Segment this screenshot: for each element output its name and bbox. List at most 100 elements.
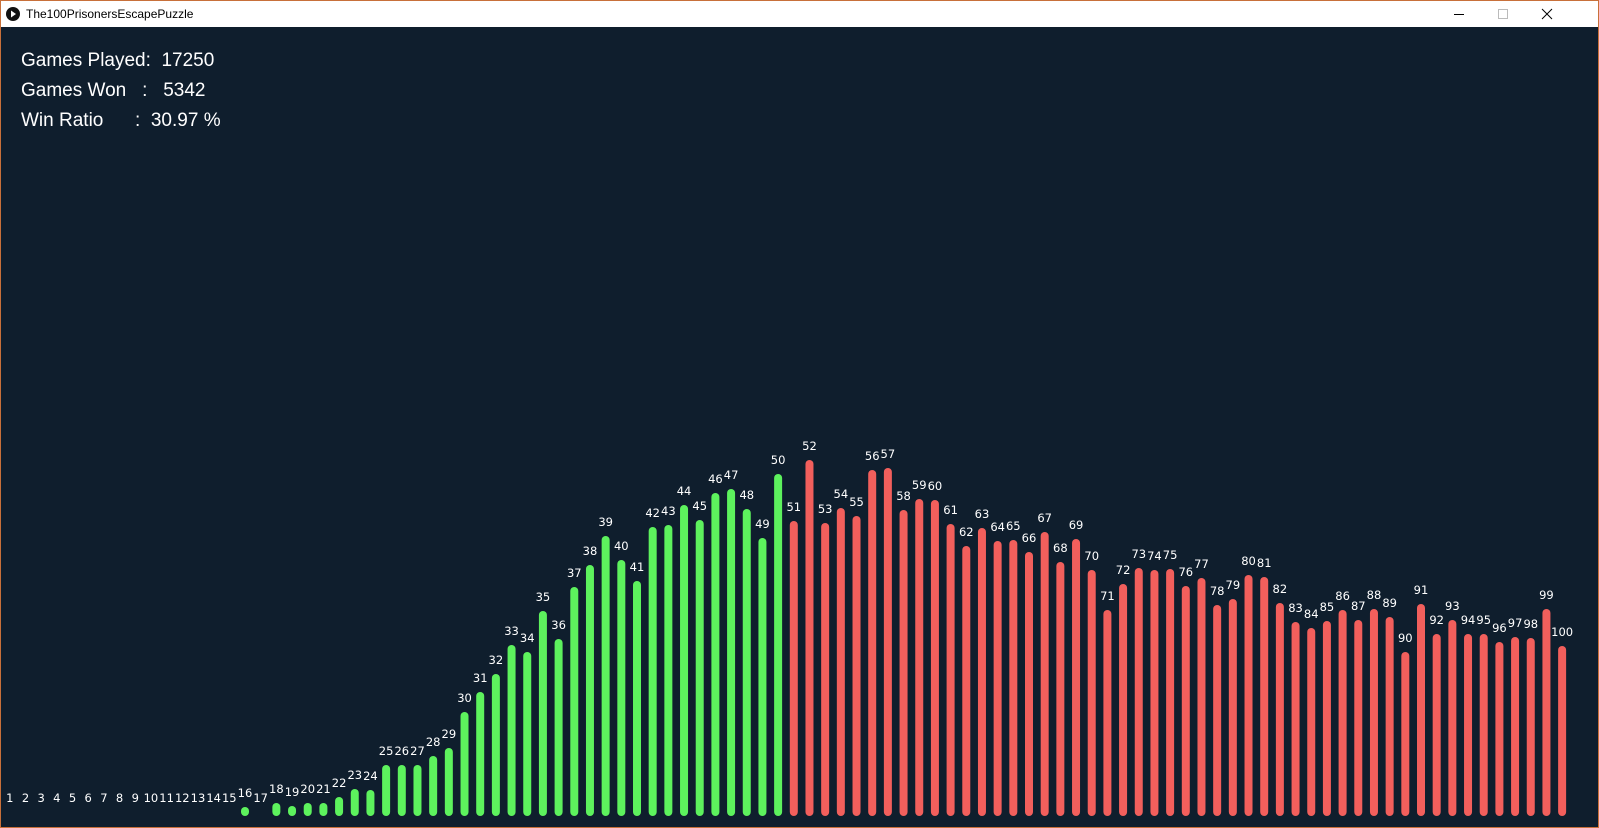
bar bbox=[1244, 575, 1253, 816]
bar-label: 80 bbox=[1241, 554, 1256, 568]
bar bbox=[1338, 610, 1347, 816]
bar bbox=[664, 525, 673, 816]
bar bbox=[397, 765, 406, 816]
bar bbox=[930, 500, 939, 816]
bar bbox=[507, 645, 516, 816]
bar-label: 100 bbox=[1551, 625, 1573, 639]
bar-label: 93 bbox=[1445, 599, 1460, 613]
bar bbox=[711, 493, 720, 816]
bar-label: 66 bbox=[1022, 531, 1037, 545]
games-played: Games Played: 17250 bbox=[21, 50, 215, 71]
bar-label: 39 bbox=[598, 515, 613, 529]
bar bbox=[680, 505, 689, 816]
bar-label: 35 bbox=[536, 590, 551, 604]
bar bbox=[1119, 584, 1128, 816]
bar-label: 22 bbox=[332, 776, 347, 790]
title-bar-icons bbox=[6, 7, 1553, 21]
bar-label: 24 bbox=[363, 769, 378, 783]
bar-label: 89 bbox=[1382, 596, 1397, 610]
bar-label: 64 bbox=[990, 520, 1005, 534]
bar-label: 88 bbox=[1367, 588, 1382, 602]
bar-label: 9 bbox=[132, 791, 139, 805]
bar-label: 40 bbox=[614, 539, 629, 553]
bar bbox=[538, 611, 547, 816]
bar bbox=[1511, 637, 1520, 816]
bar-label: 37 bbox=[567, 566, 582, 580]
bar-label: 25 bbox=[379, 744, 394, 758]
bar-label: 6 bbox=[85, 791, 92, 805]
bar-label: 20 bbox=[300, 782, 315, 796]
bar bbox=[1228, 599, 1237, 816]
bar bbox=[648, 527, 657, 816]
bar bbox=[1213, 605, 1222, 816]
bar-label: 94 bbox=[1461, 613, 1476, 627]
bar-label: 14 bbox=[206, 791, 221, 805]
bar-label: 76 bbox=[1178, 565, 1193, 579]
bar-label: 86 bbox=[1335, 589, 1350, 603]
bar-label: 43 bbox=[661, 504, 676, 518]
bar-label: 50 bbox=[771, 453, 786, 467]
close-button[interactable] bbox=[1541, 8, 1553, 20]
bar bbox=[1526, 638, 1535, 816]
bar bbox=[742, 509, 751, 816]
bar-label: 81 bbox=[1257, 556, 1272, 570]
bar bbox=[476, 692, 485, 816]
bar-label: 70 bbox=[1084, 549, 1099, 563]
bar-label: 18 bbox=[269, 782, 284, 796]
bar bbox=[272, 803, 281, 816]
bar-label: 15 bbox=[222, 791, 237, 805]
bar-label: 46 bbox=[708, 472, 723, 486]
bar bbox=[491, 674, 500, 816]
bar-label: 10 bbox=[144, 791, 159, 805]
bar bbox=[1025, 552, 1033, 816]
bar bbox=[382, 765, 391, 816]
bar-label: 61 bbox=[943, 503, 958, 517]
bar bbox=[774, 474, 783, 816]
bar-label: 32 bbox=[489, 653, 504, 667]
bar-label: 34 bbox=[520, 631, 535, 645]
bar bbox=[1056, 562, 1065, 816]
bar bbox=[460, 712, 469, 816]
bar bbox=[1479, 634, 1488, 816]
bar bbox=[1087, 570, 1096, 816]
bar bbox=[554, 639, 563, 816]
bar bbox=[915, 499, 924, 816]
bar-label: 52 bbox=[802, 439, 817, 453]
bar-label: 87 bbox=[1351, 599, 1366, 613]
bar-label: 73 bbox=[1131, 547, 1146, 561]
bar-label: 41 bbox=[630, 560, 645, 574]
bar bbox=[444, 748, 453, 816]
bar-label: 11 bbox=[159, 791, 174, 805]
bar-label: 51 bbox=[786, 500, 801, 514]
bar-label: 91 bbox=[1414, 583, 1429, 597]
maximize-button[interactable] bbox=[1498, 9, 1508, 19]
bar bbox=[1072, 539, 1081, 816]
bar-label: 90 bbox=[1398, 631, 1413, 645]
bar bbox=[1385, 617, 1394, 816]
bar-label: 29 bbox=[442, 727, 457, 741]
bar bbox=[758, 538, 767, 816]
bar-label: 5 bbox=[69, 791, 76, 805]
bar bbox=[1134, 568, 1143, 816]
title-bar: The100PrisonersEscapePuzzle bbox=[1, 1, 1598, 27]
bar-label: 71 bbox=[1100, 589, 1115, 603]
bar bbox=[1417, 604, 1425, 816]
bar-label: 99 bbox=[1539, 588, 1554, 602]
bar-label: 96 bbox=[1492, 621, 1507, 635]
bar bbox=[1432, 634, 1441, 816]
bar-label: 36 bbox=[551, 618, 566, 632]
bar-label: 19 bbox=[285, 785, 300, 799]
bar bbox=[1448, 620, 1457, 816]
bar bbox=[303, 803, 312, 816]
bar bbox=[1040, 532, 1049, 816]
bar bbox=[852, 516, 861, 816]
bar-label: 53 bbox=[818, 502, 833, 516]
bar-label: 2 bbox=[22, 791, 29, 805]
bar bbox=[1354, 620, 1363, 816]
bar-label: 56 bbox=[865, 449, 880, 463]
bar-label: 27 bbox=[410, 744, 425, 758]
bar-label: 45 bbox=[692, 499, 707, 513]
bar bbox=[1495, 642, 1504, 816]
bar-label: 98 bbox=[1523, 617, 1538, 631]
